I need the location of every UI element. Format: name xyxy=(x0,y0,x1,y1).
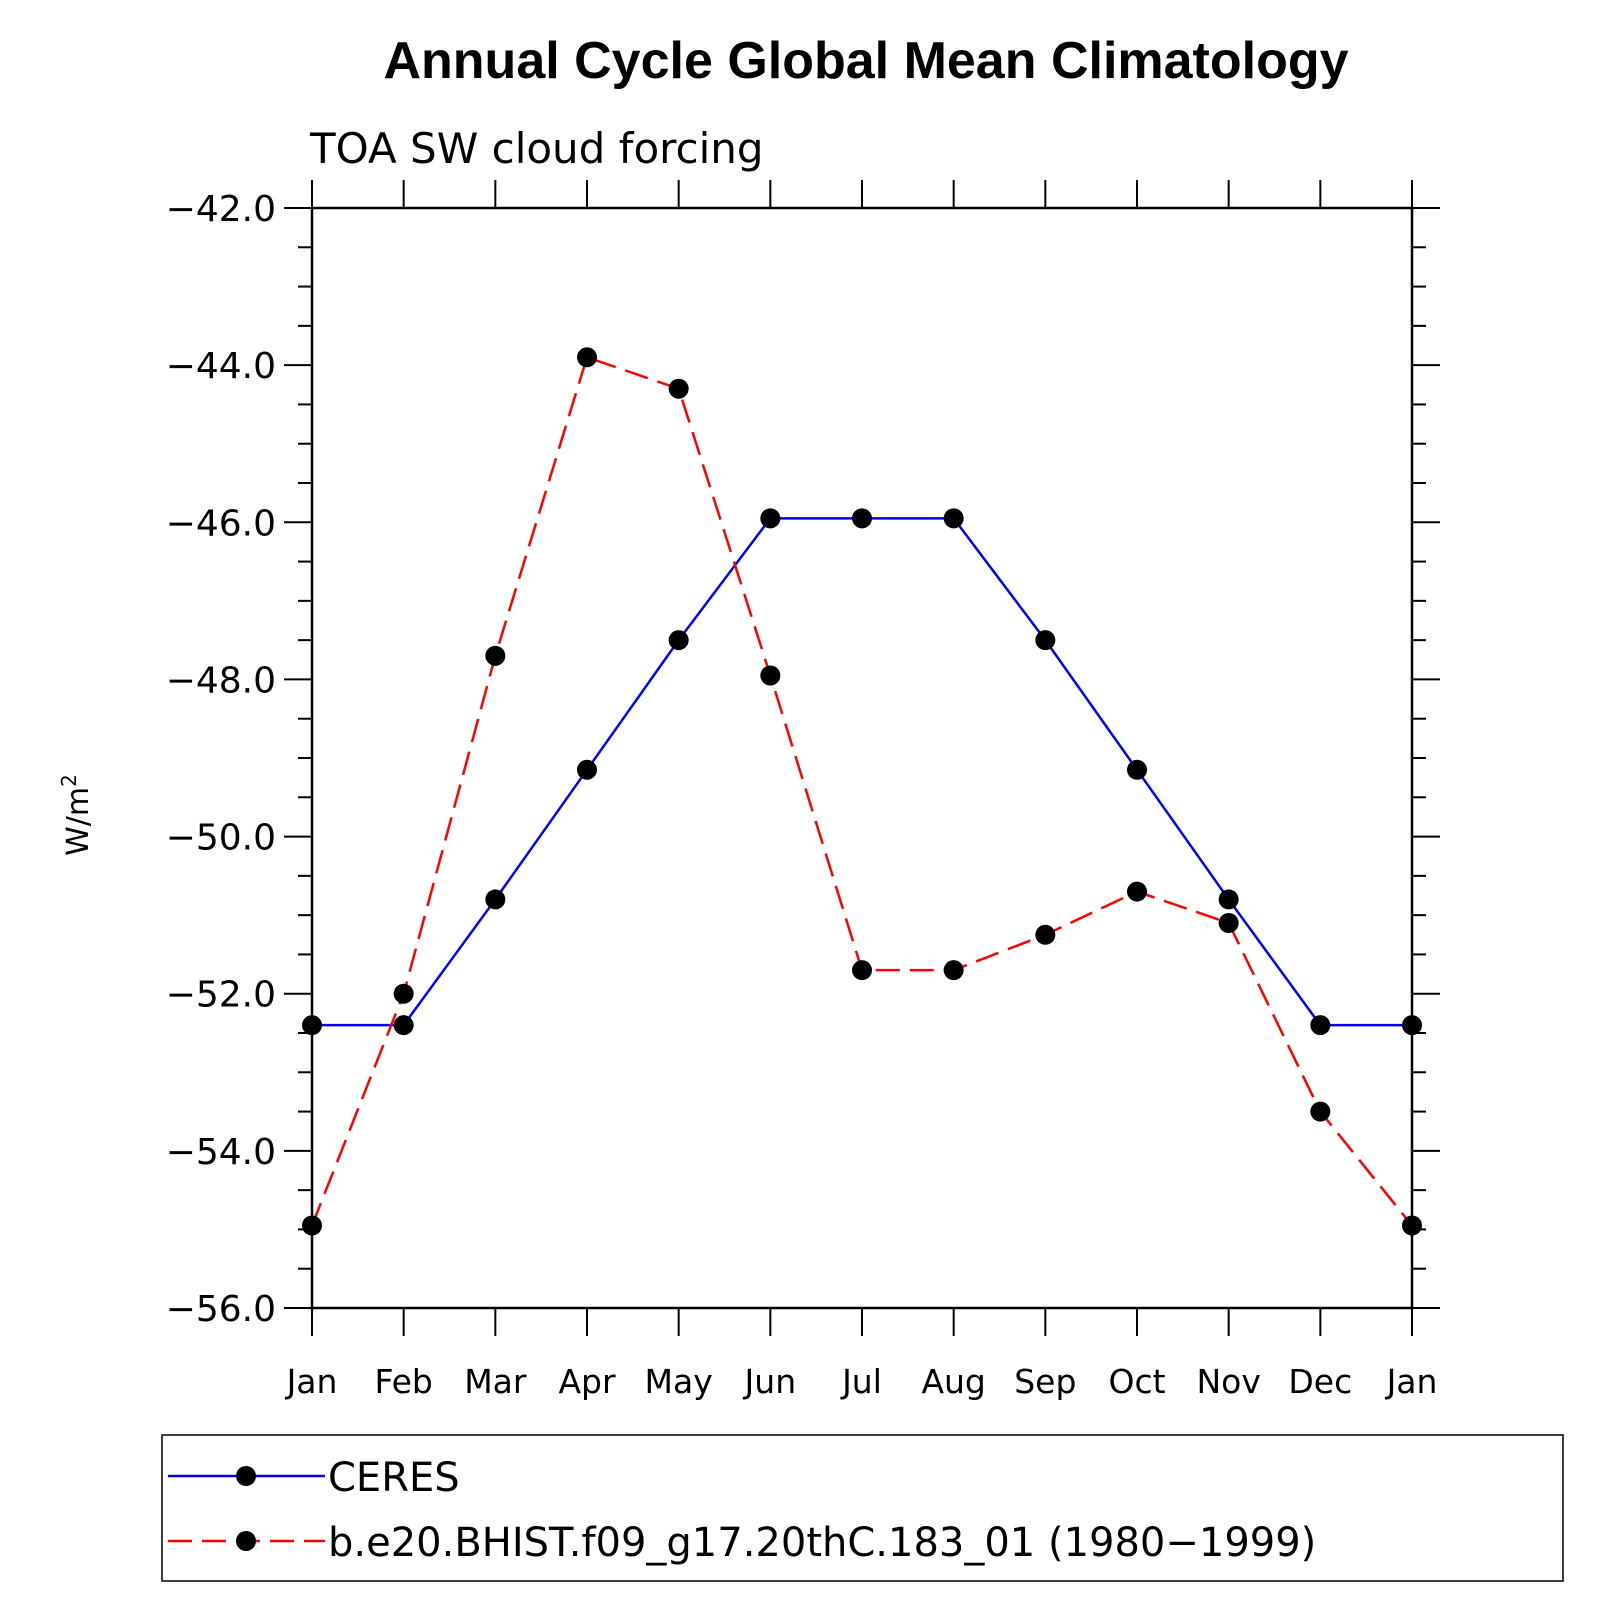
y-tick-label: −46.0 xyxy=(166,503,276,544)
data-point xyxy=(668,630,689,651)
y-tick-label: −50.0 xyxy=(166,818,276,859)
data-point xyxy=(1310,1015,1331,1036)
data-point xyxy=(852,508,872,529)
data-point xyxy=(485,645,506,666)
legend: CERES b.e20.BHIST.f09_g17.20thC.183_01 (… xyxy=(161,1434,1564,1582)
y-tick-label: −52.0 xyxy=(166,975,276,1016)
x-tick-label: Sep xyxy=(1014,1362,1076,1401)
x-tick-label: Jun xyxy=(743,1362,797,1401)
data-point xyxy=(1310,1101,1331,1122)
data-point xyxy=(943,960,964,981)
x-tick-labels: Jan Feb Mar Apr May Jun Jul Aug Sep Oct Nov Dec Jan xyxy=(285,1362,1438,1401)
y-axis-label-text: W/m xyxy=(61,787,96,856)
x-tick-label: Dec xyxy=(1288,1362,1352,1401)
chart-subtitle: TOA SW cloud forcing xyxy=(309,124,764,173)
y-tick-labels: −42.0 −44.0 −46.0 −48.0 −50.0 −52.0 −54.0 −56.0 xyxy=(166,189,276,1330)
data-point xyxy=(668,378,689,399)
series-line xyxy=(312,517,1412,1027)
y-tick-label: −48.0 xyxy=(166,660,276,701)
axis-ticks xyxy=(284,180,1440,1336)
data-point xyxy=(852,960,872,981)
series-1 xyxy=(302,347,1422,1236)
y-tick-label: −54.0 xyxy=(166,1132,276,1173)
data-point xyxy=(485,889,506,910)
series-line xyxy=(310,355,1413,1227)
x-tick-label: Oct xyxy=(1108,1362,1165,1401)
svg-text:W/m2: W/m2 xyxy=(57,774,96,856)
legend-marker-model xyxy=(236,1531,256,1551)
plot-frame xyxy=(310,206,1414,1310)
data-point xyxy=(577,759,597,780)
data-point xyxy=(1127,759,1147,780)
x-tick-label: Jan xyxy=(1385,1362,1438,1401)
data-point xyxy=(393,1015,414,1036)
data-point xyxy=(577,347,597,368)
x-tick-label: Jan xyxy=(285,1362,338,1401)
chart-title: Annual Cycle Global Mean Climatology xyxy=(383,32,1348,90)
x-tick-label: Apr xyxy=(558,1362,616,1401)
data-point xyxy=(1127,881,1147,902)
data-point xyxy=(1218,913,1239,933)
data-point xyxy=(1218,889,1239,910)
y-axis-label-superscript: 2 xyxy=(57,774,81,787)
x-tick-label: Aug xyxy=(921,1362,985,1401)
data-point xyxy=(943,508,964,529)
data-point xyxy=(1035,924,1056,945)
legend-box xyxy=(161,1434,1564,1582)
x-tick-label: Jul xyxy=(840,1362,882,1401)
data-point xyxy=(760,665,781,686)
legend-label-model: b.e20.BHIST.f09_g17.20thC.183_01 (1980−1… xyxy=(328,1520,1316,1566)
series-0 xyxy=(302,508,1422,1036)
legend-marker-ceres xyxy=(236,1466,256,1486)
x-tick-label: May xyxy=(645,1362,713,1401)
x-tick-label: Feb xyxy=(374,1362,432,1401)
series-layer xyxy=(302,347,1422,1236)
data-point xyxy=(760,508,781,529)
y-axis-label: W/m2 xyxy=(57,774,96,856)
y-tick-label: −56.0 xyxy=(166,1289,276,1330)
legend-label-ceres: CERES xyxy=(328,1455,460,1501)
y-tick-label: −44.0 xyxy=(166,346,276,387)
data-point xyxy=(1035,630,1056,651)
x-tick-label: Mar xyxy=(464,1362,527,1401)
y-tick-label: −42.0 xyxy=(166,189,276,230)
data-point xyxy=(393,983,414,1004)
x-tick-label: Nov xyxy=(1196,1362,1260,1401)
